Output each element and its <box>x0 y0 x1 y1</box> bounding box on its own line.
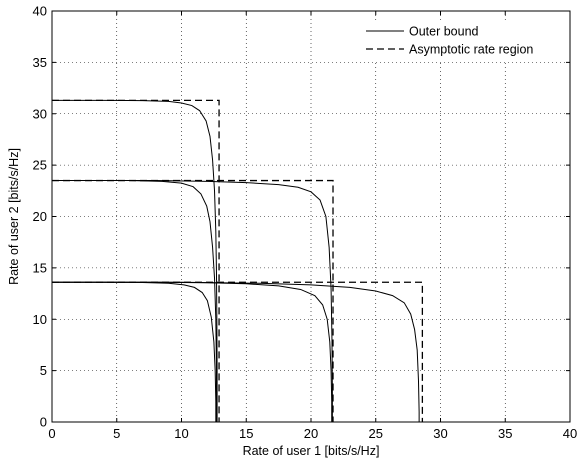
y-tick-label: 20 <box>33 209 47 224</box>
x-tick-label: 30 <box>433 426 447 441</box>
asymptotic-region-line-7 <box>52 179 334 422</box>
legend-label-outer-bound: Outer bound <box>409 25 479 39</box>
series-layer <box>52 99 424 422</box>
x-tick-label: 35 <box>498 426 512 441</box>
legend-box <box>362 20 564 60</box>
x-tick-label: 0 <box>48 426 55 441</box>
outer-bound-line-3 <box>52 281 217 422</box>
y-tick-label: 10 <box>33 312 47 327</box>
ticks: 0 5 10 15 20 25 30 35 40 0 5 10 15 20 25 30 35 40 <box>33 4 578 442</box>
y-tick-label: 35 <box>33 55 47 70</box>
y-tick-label: 25 <box>33 158 47 173</box>
outer-bound-line-2 <box>52 180 333 422</box>
outer-bound-line-4 <box>52 281 333 422</box>
outer-bound-line-0 <box>52 99 218 422</box>
x-tick-label: 15 <box>239 426 253 441</box>
x-tick-label: 10 <box>174 426 188 441</box>
legend: Outer bound Asymptotic rate region <box>362 20 564 60</box>
asymptotic-region-line-6 <box>52 99 220 422</box>
y-axis-label: Rate of user 2 [bits/s/Hz] <box>7 148 21 285</box>
y-tick-label: 40 <box>33 4 47 19</box>
outer-bound-line-1 <box>52 180 217 422</box>
y-tick-label: 0 <box>40 415 47 430</box>
x-tick-label: 5 <box>113 426 120 441</box>
y-tick-label: 5 <box>40 363 47 378</box>
grid <box>52 11 570 422</box>
y-tick-label: 15 <box>33 260 47 275</box>
x-tick-label: 40 <box>563 426 577 441</box>
asymptotic-region-line-8 <box>52 281 424 422</box>
x-tick-label: 25 <box>369 426 383 441</box>
x-tick-label: 20 <box>304 426 318 441</box>
outer-bound-line-5 <box>52 281 420 422</box>
legend-label-asymptotic: Asymptotic rate region <box>409 43 533 57</box>
x-axis-label: Rate of user 1 [bits/s/Hz] <box>243 444 380 458</box>
y-tick-label: 30 <box>33 106 47 121</box>
